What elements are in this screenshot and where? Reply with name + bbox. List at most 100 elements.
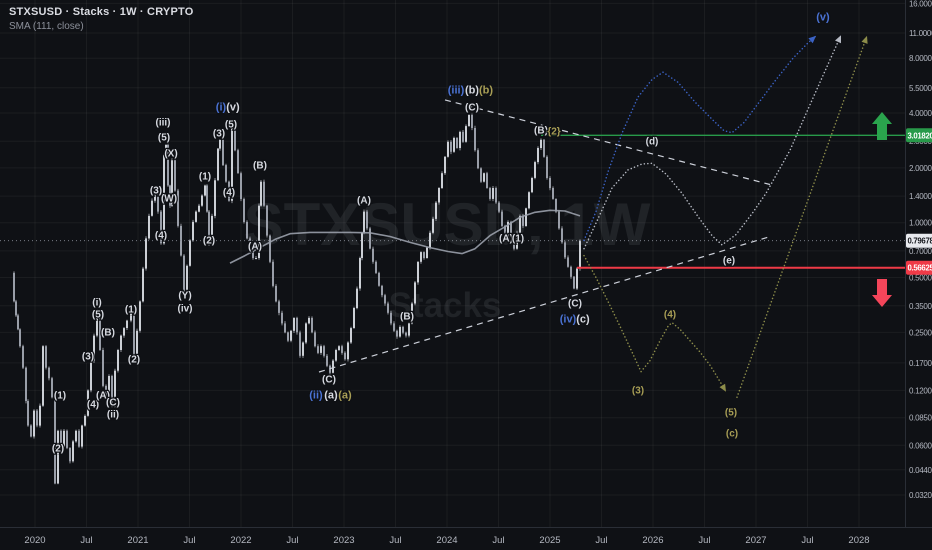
- wave-label: (b): [465, 85, 479, 97]
- wave-label: (iv): [560, 314, 577, 326]
- down-block-arrow[interactable]: [872, 279, 892, 307]
- projection-white[interactable]: [583, 34, 842, 250]
- wave-label: (3): [213, 129, 225, 140]
- time-tick: Jul: [698, 535, 710, 546]
- wave-label: (4): [87, 400, 99, 411]
- wave-label: (4): [664, 310, 676, 321]
- wave-label: (B): [101, 328, 115, 339]
- wave-label: (i): [216, 102, 227, 114]
- wave-label: (ii): [107, 410, 119, 421]
- time-tick: 2025: [539, 535, 560, 546]
- wave-label: (5): [225, 120, 237, 131]
- wave-label: (2): [128, 355, 140, 366]
- wave-label: (e): [723, 256, 735, 267]
- up-block-arrow[interactable]: [872, 112, 892, 140]
- price-badge: 3.01820: [906, 128, 932, 143]
- grid: [0, 0, 905, 527]
- price-tick: 1.40000: [909, 192, 932, 201]
- wave-label: (X): [164, 149, 177, 160]
- sma-line[interactable]: [229, 209, 581, 264]
- price-badge: 0.56625: [906, 260, 932, 275]
- wave-label: (B): [400, 312, 414, 323]
- wave-label: (3): [150, 186, 162, 197]
- wave-label: (2): [52, 444, 64, 455]
- trendline-upper[interactable]: [444, 99, 771, 186]
- watermark: STXSUSD, 1W Stacks: [244, 191, 651, 325]
- time-tick: Jul: [801, 535, 813, 546]
- wave-label: (5): [158, 133, 170, 144]
- wave-label: (3): [82, 352, 94, 363]
- wave-label: (a): [338, 390, 352, 402]
- wave-label: (C): [465, 103, 479, 114]
- wave-label: (v): [816, 12, 830, 24]
- time-tick: Jul: [492, 535, 504, 546]
- wave-label: (i): [92, 298, 101, 309]
- trendline-lower[interactable]: [318, 235, 773, 373]
- time-tick: Jul: [286, 535, 298, 546]
- wave-label: (d): [646, 137, 659, 148]
- wave-label: (A): [96, 391, 110, 402]
- wave-label: (c): [576, 314, 590, 326]
- wave-label: (iii): [448, 85, 465, 97]
- wave-label: (4): [155, 231, 167, 242]
- wave-label: {2}: [547, 127, 560, 138]
- watermark-symbol: STXSUSD, 1W: [244, 191, 651, 258]
- wave-label: (A): [248, 242, 262, 253]
- wave-label: (iv): [178, 304, 193, 315]
- price-tick: 0.03200: [909, 491, 932, 500]
- wave-label: (iii): [156, 118, 171, 129]
- wave-label: (v): [226, 102, 240, 114]
- wave-label: (2): [203, 236, 215, 247]
- wave-label: (a): [324, 390, 338, 402]
- wave-label: (C): [322, 375, 336, 386]
- time-tick: 2026: [642, 535, 663, 546]
- svg-text:0.56625: 0.56625: [908, 264, 932, 273]
- wave-label: (3): [632, 386, 644, 397]
- wave-label: (A): [357, 196, 371, 207]
- time-tick: 2023: [333, 535, 354, 546]
- wave-label: (ii): [309, 390, 323, 402]
- wave-label: (B): [253, 161, 267, 172]
- wave-label: (W): [161, 194, 177, 205]
- svg-text:3.01820: 3.01820: [908, 131, 932, 140]
- wave-label: (C): [568, 299, 582, 310]
- wave-label: (A): [499, 234, 513, 245]
- wave-label: (1): [199, 172, 211, 183]
- wave-label: (c): [726, 429, 738, 440]
- time-axis[interactable]: 2020 Jul 2021 Jul 2022 Jul 2023 Jul 2024 Jul 2025 J…: [0, 527, 932, 547]
- wave-label: (4): [223, 188, 235, 199]
- wave-label: (Y): [178, 291, 191, 302]
- price-axis[interactable]: 16.0000011.000008.000005.500004.000002.8…: [905, 0, 932, 550]
- wave-labels[interactable]: (iii)(5)(X)(3)(W)(4)(i) (v)(3)(5)(1)(4)(2…: [51, 10, 832, 456]
- projection-olive-target[interactable]: [736, 35, 868, 399]
- wave-label: (B): [534, 126, 548, 137]
- projection-blue[interactable]: [583, 35, 817, 242]
- projection-olive[interactable]: [583, 254, 727, 393]
- svg-text:0.79678: 0.79678: [908, 237, 932, 246]
- time-tick: Jul: [80, 535, 92, 546]
- time-tick: 2021: [127, 535, 148, 546]
- time-tick: Jul: [389, 535, 401, 546]
- time-tick: 2022: [230, 535, 251, 546]
- wave-label: (5): [92, 310, 104, 321]
- wave-label: (1): [512, 234, 524, 245]
- time-tick: 2027: [745, 535, 766, 546]
- wave-label: (5): [725, 408, 737, 419]
- wave-label: (1): [125, 305, 137, 316]
